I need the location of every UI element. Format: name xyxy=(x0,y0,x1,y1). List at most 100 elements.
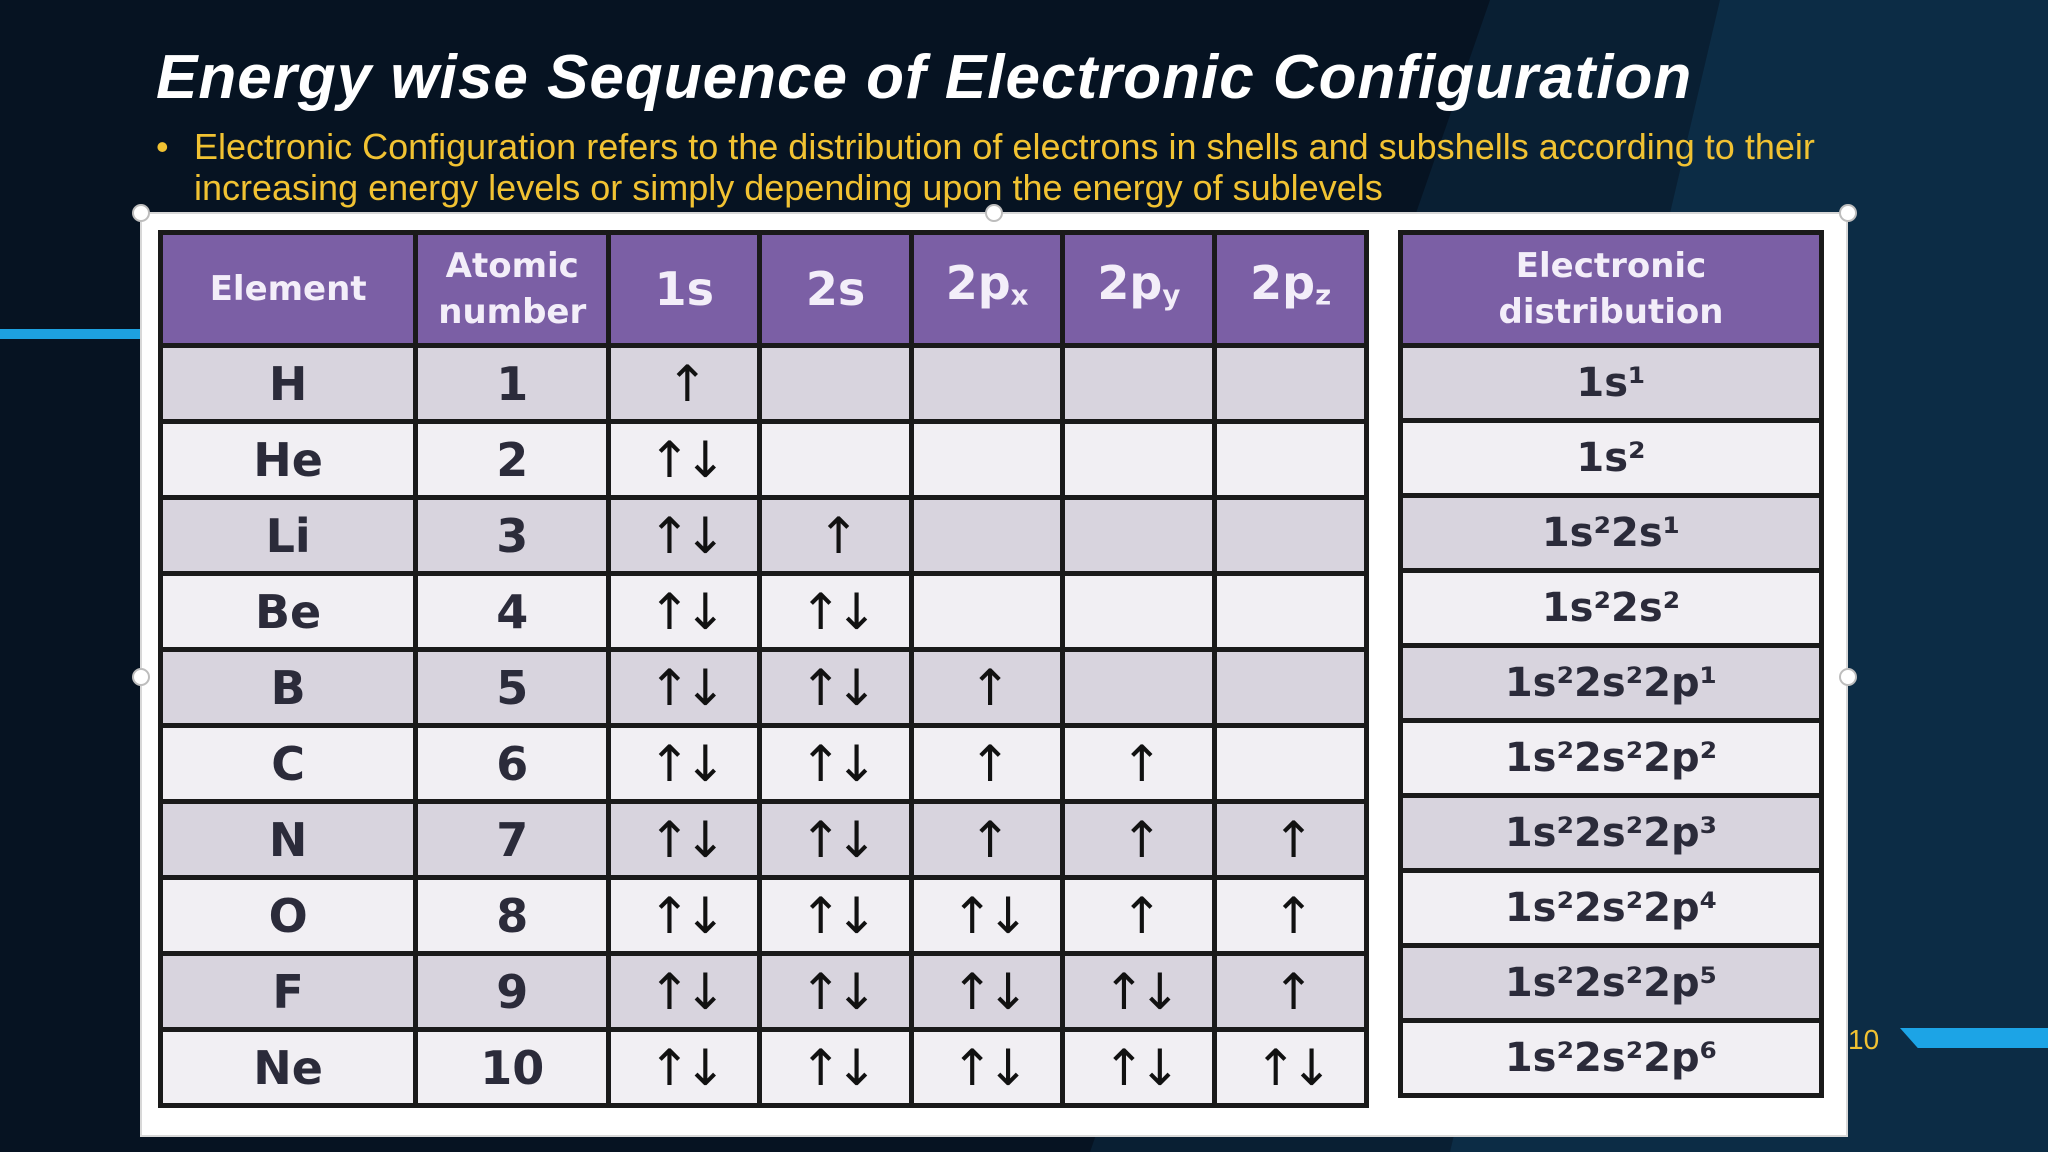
cell-2px: ↑↓ xyxy=(908,875,1066,956)
table-row: 1s² xyxy=(1398,418,1824,498)
cell-atomic-number: 7 xyxy=(413,799,612,880)
cell-element: Ne xyxy=(157,1027,419,1108)
table-row: 1s²2s²2p⁵ xyxy=(1398,943,1824,1023)
cell-2pz: ↑ xyxy=(1212,875,1369,956)
header-2px: 2px xyxy=(908,230,1066,348)
cell-distribution: 1s²2s²2p⁵ xyxy=(1398,943,1824,1023)
cell-2pz xyxy=(1212,495,1369,576)
cell-atomic-number: 2 xyxy=(413,419,612,500)
bullet-paragraph: • Electronic Configuration refers to the… xyxy=(156,126,1856,208)
resize-handle-left[interactable] xyxy=(132,668,150,686)
cell-distribution: 1s²2s²2p³ xyxy=(1398,793,1824,873)
cell-2pz xyxy=(1212,343,1369,424)
table-row: F 9 ↑↓ ↑↓ ↑↓ ↑↓ ↑ xyxy=(157,951,1369,1032)
cell-1s: ↑↓ xyxy=(606,1027,763,1108)
resize-handle-right[interactable] xyxy=(1839,668,1857,686)
cell-distribution: 1s²2s¹ xyxy=(1398,493,1824,573)
table-row: C 6 ↑↓ ↑↓ ↑ ↑ xyxy=(157,723,1369,804)
cell-1s: ↑↓ xyxy=(606,875,763,956)
cell-2py: ↑ xyxy=(1060,723,1218,804)
cell-element: He xyxy=(157,419,419,500)
cell-1s: ↑↓ xyxy=(606,647,763,728)
cell-distribution: 1s²2s²2p⁶ xyxy=(1398,1018,1824,1098)
table-row: 1s²2s² xyxy=(1398,568,1824,648)
header-2s: 2s xyxy=(757,230,914,348)
cell-atomic-number: 9 xyxy=(413,951,612,1032)
cell-2s: ↑↓ xyxy=(757,875,914,956)
cell-2px xyxy=(908,495,1066,576)
cell-element: O xyxy=(157,875,419,956)
cell-2px: ↑ xyxy=(908,723,1066,804)
resize-handle-top[interactable] xyxy=(985,204,1003,222)
resize-handle-top-left[interactable] xyxy=(132,204,150,222)
table-row: 1s²2s²2p² xyxy=(1398,718,1824,798)
cell-2s: ↑↓ xyxy=(757,951,914,1032)
cell-2py: ↑↓ xyxy=(1060,951,1218,1032)
header-distribution: Electronic distribution xyxy=(1398,230,1824,348)
cell-atomic-number: 10 xyxy=(413,1027,612,1108)
table-row: 1s²2s¹ xyxy=(1398,493,1824,573)
cell-2s xyxy=(757,343,914,424)
cell-distribution: 1s² xyxy=(1398,418,1824,498)
table-row: He 2 ↑↓ xyxy=(157,419,1369,500)
table-row: 1s²2s²2p⁴ xyxy=(1398,868,1824,948)
table-row: Li 3 ↑↓ ↑ xyxy=(157,495,1369,576)
cell-element: C xyxy=(157,723,419,804)
page-number: 10 xyxy=(1848,1024,1880,1055)
header-2pz: 2pz xyxy=(1212,230,1369,348)
orbital-table: Element Atomic number 1s 2s 2px 2py 2pz … xyxy=(157,230,1369,1108)
bullet-text: Electronic Configuration refers to the d… xyxy=(194,126,1815,208)
cell-atomic-number: 1 xyxy=(413,343,612,424)
cell-2pz: ↑↓ xyxy=(1212,1027,1369,1108)
cell-1s: ↑↓ xyxy=(606,799,763,880)
cell-distribution: 1s²2s²2p² xyxy=(1398,718,1824,798)
resize-handle-top-right[interactable] xyxy=(1839,204,1857,222)
table-row: O 8 ↑↓ ↑↓ ↑↓ ↑ ↑ xyxy=(157,875,1369,956)
cell-distribution: 1s²2s² xyxy=(1398,568,1824,648)
slide-title: Energy wise Sequence of Electronic Confi… xyxy=(156,43,1693,112)
cell-element: B xyxy=(157,647,419,728)
cell-2s: ↑↓ xyxy=(757,799,914,880)
cell-element: N xyxy=(157,799,419,880)
cell-2s: ↑ xyxy=(757,495,914,576)
configuration-table-image[interactable]: Element Atomic number 1s 2s 2px 2py 2pz … xyxy=(132,204,1857,1137)
cell-2px: ↑ xyxy=(908,799,1066,880)
table-row: B 5 ↑↓ ↑↓ ↑ xyxy=(157,647,1369,728)
cell-2s xyxy=(757,419,914,500)
accent-bar-right xyxy=(1900,1028,2048,1048)
cell-2px xyxy=(908,571,1066,652)
cell-element: F xyxy=(157,951,419,1032)
cell-2pz xyxy=(1212,571,1369,652)
cell-2pz xyxy=(1212,723,1369,804)
cell-distribution: 1s¹ xyxy=(1398,343,1824,423)
accent-bar-left xyxy=(0,329,146,339)
header-atomic-number: Atomic number xyxy=(413,230,612,348)
cell-atomic-number: 3 xyxy=(413,495,612,576)
table-row: H 1 ↑ xyxy=(157,343,1369,424)
table-row: N 7 ↑↓ ↑↓ ↑ ↑ ↑ xyxy=(157,799,1369,880)
cell-2pz: ↑ xyxy=(1212,799,1369,880)
cell-element: Be xyxy=(157,571,419,652)
cell-2py xyxy=(1060,419,1218,500)
cell-1s: ↑↓ xyxy=(606,571,763,652)
cell-2px xyxy=(908,419,1066,500)
cell-1s: ↑↓ xyxy=(606,951,763,1032)
table-row: Be 4 ↑↓ ↑↓ xyxy=(157,571,1369,652)
cell-2s: ↑↓ xyxy=(757,1027,914,1108)
cell-2py: ↑↓ xyxy=(1060,1027,1218,1108)
cell-2py xyxy=(1060,495,1218,576)
header-element: Element xyxy=(157,230,419,348)
cell-2pz: ↑ xyxy=(1212,951,1369,1032)
cell-2px: ↑↓ xyxy=(908,1027,1066,1108)
cell-atomic-number: 6 xyxy=(413,723,612,804)
cell-atomic-number: 8 xyxy=(413,875,612,956)
cell-atomic-number: 4 xyxy=(413,571,612,652)
cell-2py xyxy=(1060,647,1218,728)
cell-1s: ↑↓ xyxy=(606,495,763,576)
distribution-table: Electronic distribution 1s¹ 1s² 1s²2s¹ 1… xyxy=(1398,230,1824,1098)
cell-2px: ↑ xyxy=(908,647,1066,728)
table-row: 1s²2s²2p³ xyxy=(1398,793,1824,873)
cell-2s: ↑↓ xyxy=(757,571,914,652)
cell-element: Li xyxy=(157,495,419,576)
cell-2s: ↑↓ xyxy=(757,647,914,728)
